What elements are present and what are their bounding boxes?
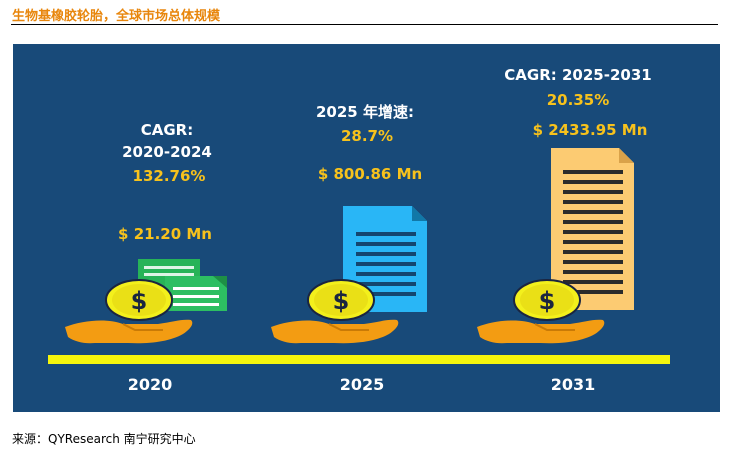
money-stack-icon: [138, 259, 227, 311]
rate-label-line1-2031: CAGR: 2025-2031: [504, 66, 652, 84]
year-label-2020: 2020: [127, 375, 173, 394]
growth-rate-2020: 132.76%: [132, 167, 206, 185]
timeline-axis: [48, 355, 670, 364]
svg-text:$: $: [539, 287, 556, 315]
market-value-2020: $ 21.20 Mn: [118, 225, 212, 243]
year-label-2025: 2025: [339, 375, 385, 394]
year-label-2031: 2031: [550, 375, 596, 394]
hand-icon: [271, 319, 399, 344]
hand-icon: [477, 319, 605, 344]
svg-text:$: $: [333, 287, 350, 315]
svg-text:$: $: [131, 287, 148, 315]
hand-icon: [65, 319, 193, 344]
market-value-2025: $ 800.86 Mn: [317, 165, 423, 183]
rate-label-line1-2020: CAGR:: [140, 121, 194, 139]
coin-icon: $: [105, 279, 173, 321]
source-note: 来源：QYResearch 南宁研究中心: [12, 432, 196, 446]
title-divider: [11, 24, 718, 25]
coin-icon: $: [307, 279, 375, 321]
icon-layer: $ $: [65, 148, 634, 344]
growth-rate-2025: 28.7%: [340, 127, 394, 145]
chart-title: 生物基橡胶轮胎，全球市场总体规模: [12, 9, 221, 24]
market-value-2031: $ 2433.95 Mn: [532, 121, 648, 139]
coin-icon: $: [513, 279, 581, 321]
document-icon-blue: [343, 206, 427, 312]
rate-label-line2-2020: 2020-2024: [122, 143, 212, 161]
growth-rate-2031: 20.35%: [546, 91, 610, 109]
rate-label-line1-2025: 2025 年增速:: [316, 103, 414, 121]
document-icon-peach: [551, 148, 634, 310]
